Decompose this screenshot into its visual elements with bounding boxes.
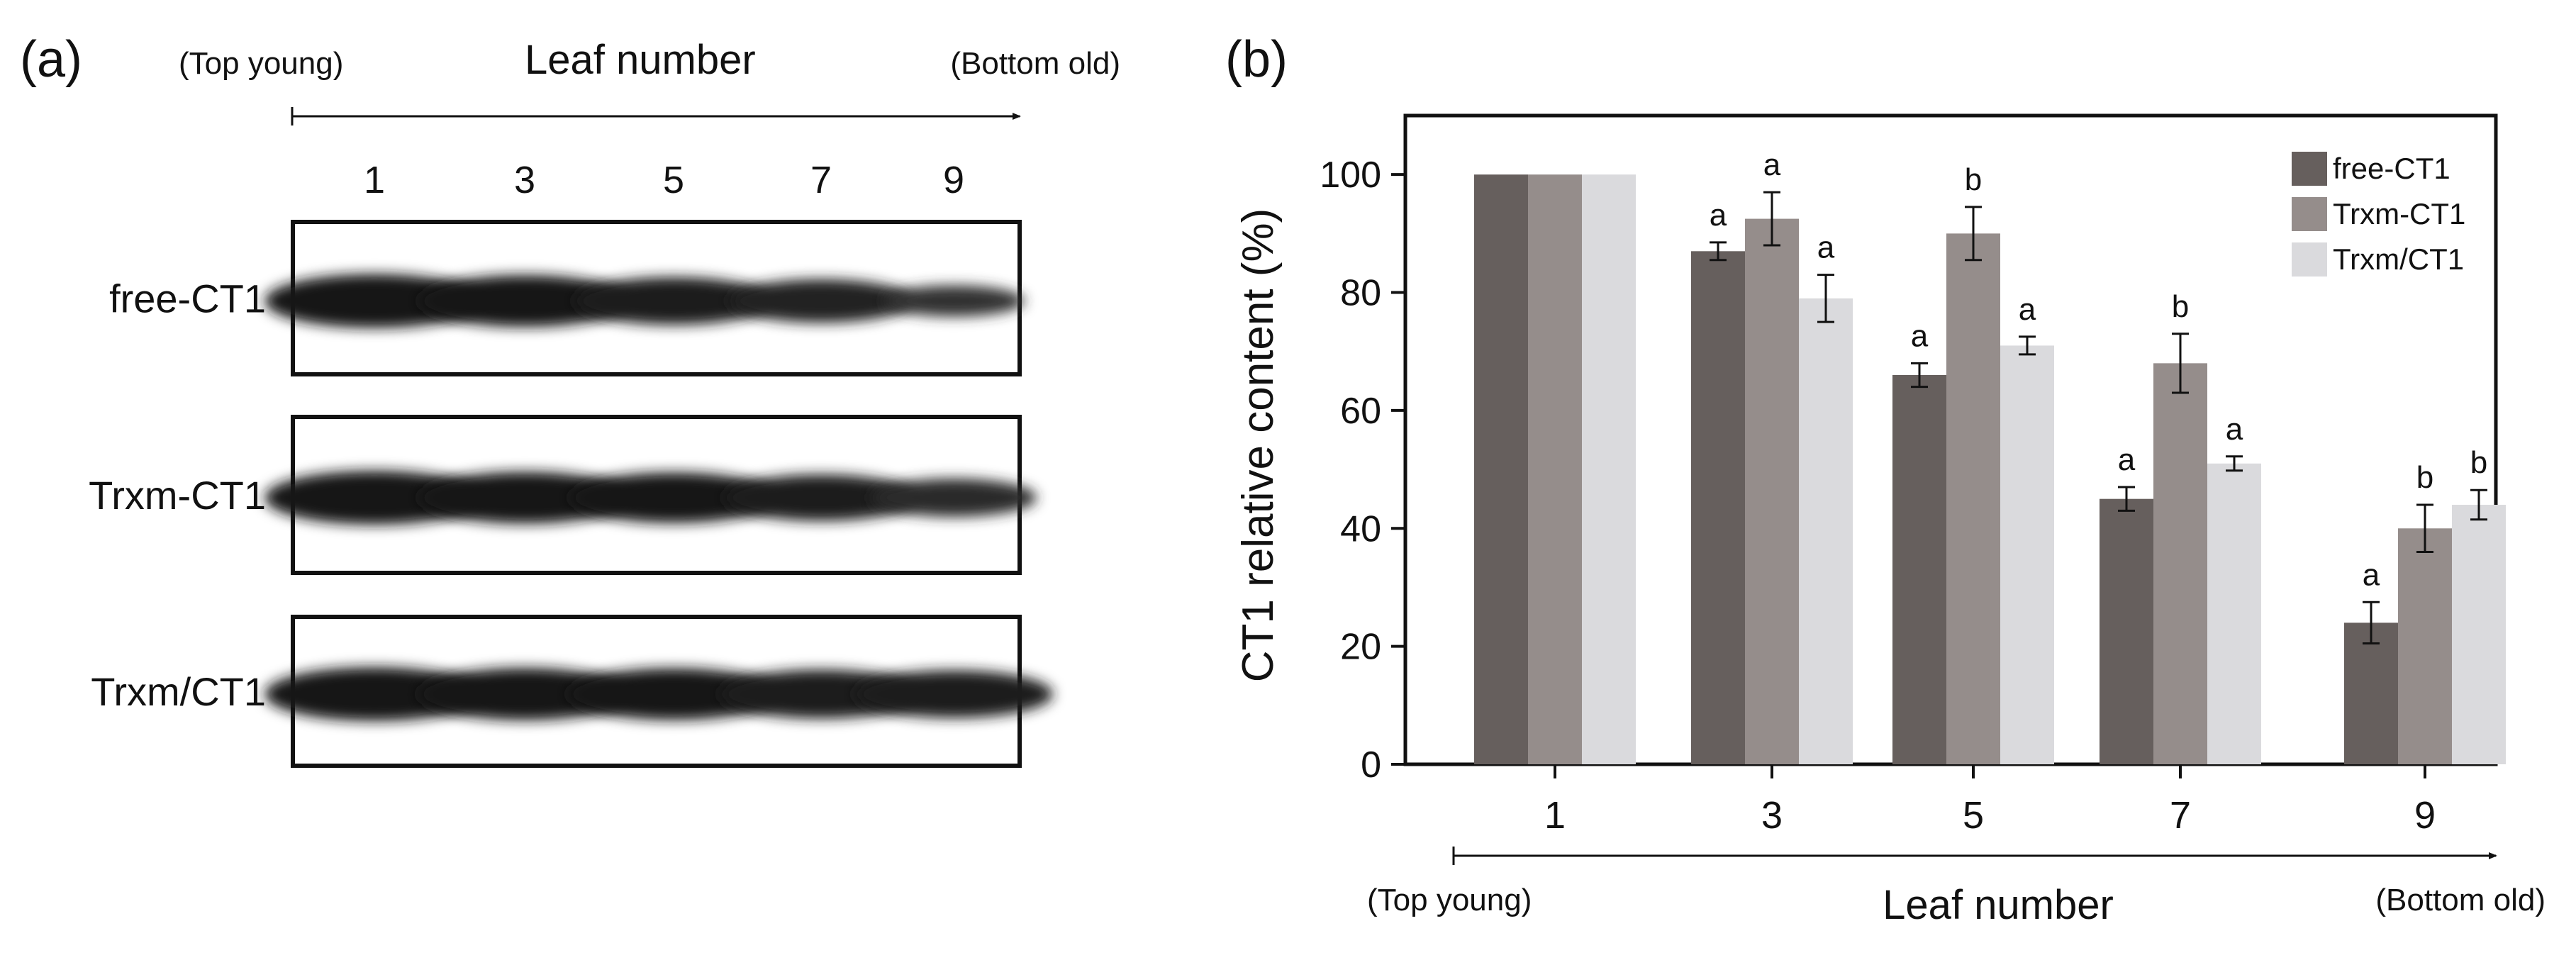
lane-labels: 1 3 5 7 9 xyxy=(364,159,964,201)
blot-band xyxy=(569,472,778,523)
significance-letter: a xyxy=(2118,442,2136,477)
blot-band xyxy=(418,668,632,720)
significance-letter: a xyxy=(1817,230,1835,265)
blot-1: free-CT1 xyxy=(109,220,1025,376)
x-axis-label: Leaf number xyxy=(1883,882,2114,928)
bar xyxy=(1799,298,1853,764)
panel-a-axis-title: Leaf number xyxy=(525,37,756,83)
significance-letter: a xyxy=(1911,318,1929,353)
significance-letter: a xyxy=(2019,292,2036,327)
panel-a-top-label: (Top young) xyxy=(179,46,343,81)
blot-label: Trxm/CT1 xyxy=(91,669,266,714)
x-tick-label: 5 xyxy=(1963,794,1984,837)
legend-label: Trxm-CT1 xyxy=(2333,197,2465,230)
y-tick-label: 60 xyxy=(1340,391,1381,432)
lane-label: 9 xyxy=(943,159,964,201)
x-start-label: (Top young) xyxy=(1367,883,1532,917)
significance-letter: b xyxy=(1965,162,1982,197)
y-axis-label: CT1 relative content (%) xyxy=(1234,208,1283,682)
blot-band xyxy=(854,670,1053,718)
legend-label: Trxm/CT1 xyxy=(2333,242,2464,276)
blot-band xyxy=(264,274,484,328)
bar xyxy=(1946,233,2000,764)
significance-letter: b xyxy=(2416,460,2433,495)
significance-letter: a xyxy=(2226,412,2243,447)
blot-band xyxy=(418,274,631,328)
blot-band xyxy=(567,668,780,720)
blot-band xyxy=(264,667,484,721)
bar xyxy=(2207,463,2261,764)
legend-swatch xyxy=(2292,242,2327,277)
blot-band xyxy=(418,471,631,524)
significance-letter: a xyxy=(2363,557,2380,592)
lane-label: 7 xyxy=(810,159,832,201)
bar xyxy=(1582,174,1636,764)
x-end-label: (Bottom old) xyxy=(2375,883,2546,917)
western-blots: free-CT1 Trxm-CT1 Trxm/CT1 xyxy=(89,220,1053,768)
significance-letter: b xyxy=(2172,289,2189,324)
blot-label: Trxm-CT1 xyxy=(89,473,266,518)
blot-band xyxy=(574,277,773,325)
x-tick-label: 3 xyxy=(1761,794,1783,837)
bar xyxy=(1474,174,1528,764)
y-tick-label: 20 xyxy=(1340,627,1381,668)
bar xyxy=(1892,375,1946,764)
bars: a a a a b a a b a a b b xyxy=(1474,147,2506,765)
legend-label: free-CT1 xyxy=(2333,152,2450,185)
legend-swatch xyxy=(2292,152,2327,186)
blot-band xyxy=(729,279,913,323)
bar xyxy=(2153,363,2207,764)
x-tick-label: 7 xyxy=(2170,794,2191,837)
bar xyxy=(2100,498,2153,764)
y-axis-ticks: 0 20 40 60 80 100 xyxy=(1320,155,1405,786)
bar xyxy=(1745,218,1799,764)
blot-band xyxy=(724,474,918,521)
lane-label: 3 xyxy=(514,159,535,201)
blot-band xyxy=(883,285,1025,317)
y-tick-label: 100 xyxy=(1320,155,1381,196)
significance-letter: a xyxy=(1710,198,1727,233)
y-tick-label: 80 xyxy=(1340,273,1381,314)
blot-band xyxy=(264,471,484,525)
legend-swatch xyxy=(2292,197,2327,231)
y-tick-label: 0 xyxy=(1361,744,1381,786)
blot-label: free-CT1 xyxy=(109,277,266,321)
panel-b-label: (b) xyxy=(1225,31,1288,88)
bar xyxy=(2344,622,2398,764)
x-tick-label: 9 xyxy=(2414,794,2436,837)
x-axis-ticks: 1 3 5 7 9 xyxy=(1544,764,2436,837)
bar xyxy=(2452,505,2506,764)
legend: free-CT1 Trxm-CT1 Trxm/CT1 xyxy=(2292,152,2465,277)
y-tick-label: 40 xyxy=(1340,508,1381,549)
panel-b: (b) CT1 relative content (%) 02040608010… xyxy=(1225,31,2546,928)
x-tick-label: 1 xyxy=(1544,794,1566,837)
blot-3: Trxm/CT1 xyxy=(91,615,1053,768)
significance-letter: a xyxy=(1763,147,1781,182)
significance-letter: b xyxy=(2470,445,2487,480)
panel-a: (a) (Top young) Leaf number (Bottom old)… xyxy=(20,31,1120,768)
blot-2: Trxm-CT1 xyxy=(89,415,1037,575)
blot-band xyxy=(871,479,1037,517)
bar xyxy=(1528,174,1582,764)
bar xyxy=(2000,345,2054,765)
panel-a-bottom-label: (Bottom old) xyxy=(950,46,1120,81)
lane-label: 5 xyxy=(663,159,684,201)
bar xyxy=(2398,528,2452,764)
lane-label: 1 xyxy=(364,159,385,201)
panel-a-label: (a) xyxy=(20,31,82,88)
bar xyxy=(1691,251,1745,764)
